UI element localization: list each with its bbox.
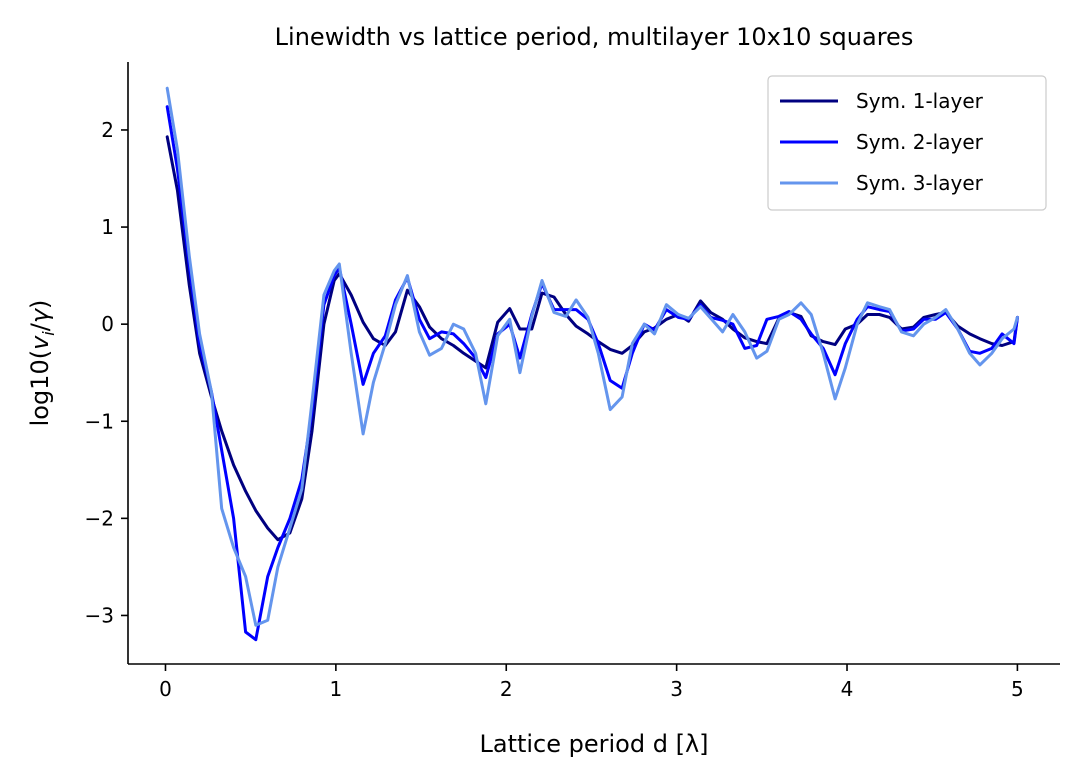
y-tick-label: 0 xyxy=(101,312,114,336)
legend: Sym. 1-layer Sym. 2-layer Sym. 3-layer xyxy=(767,75,1047,211)
y-tick-label: −1 xyxy=(85,409,114,433)
y-tick-label: 1 xyxy=(101,215,114,239)
x-tick-label: 4 xyxy=(841,677,854,701)
legend-label-3: Sym. 3-layer xyxy=(856,171,984,195)
x-tick-label: 0 xyxy=(159,677,172,701)
legend-box xyxy=(767,75,1047,211)
x-axis-label: Lattice period d [λ] xyxy=(479,730,708,758)
x-tick-label: 2 xyxy=(500,677,513,701)
y-axis-label: log10(vi/γ) xyxy=(26,300,58,427)
y-tick-label: −3 xyxy=(85,603,114,627)
legend-label-2: Sym. 2-layer xyxy=(856,130,984,154)
y-axis-label-prefix: log10( xyxy=(26,350,54,427)
plot-lines xyxy=(165,86,1019,642)
y-tick-label: 2 xyxy=(101,118,114,142)
x-tick-label: 3 xyxy=(670,677,683,701)
x-ticks: 0 1 2 3 4 5 xyxy=(159,664,1024,701)
legend-label-1: Sym. 1-layer xyxy=(856,89,984,113)
series-line-3 xyxy=(165,86,1019,627)
chart-title: Linewidth vs lattice period, multilayer … xyxy=(275,23,914,51)
y-tick-label: −2 xyxy=(85,506,114,530)
y-ticks: −3 −2 −1 0 1 2 xyxy=(85,118,128,627)
x-tick-label: 5 xyxy=(1011,677,1024,701)
x-tick-label: 1 xyxy=(330,677,343,701)
